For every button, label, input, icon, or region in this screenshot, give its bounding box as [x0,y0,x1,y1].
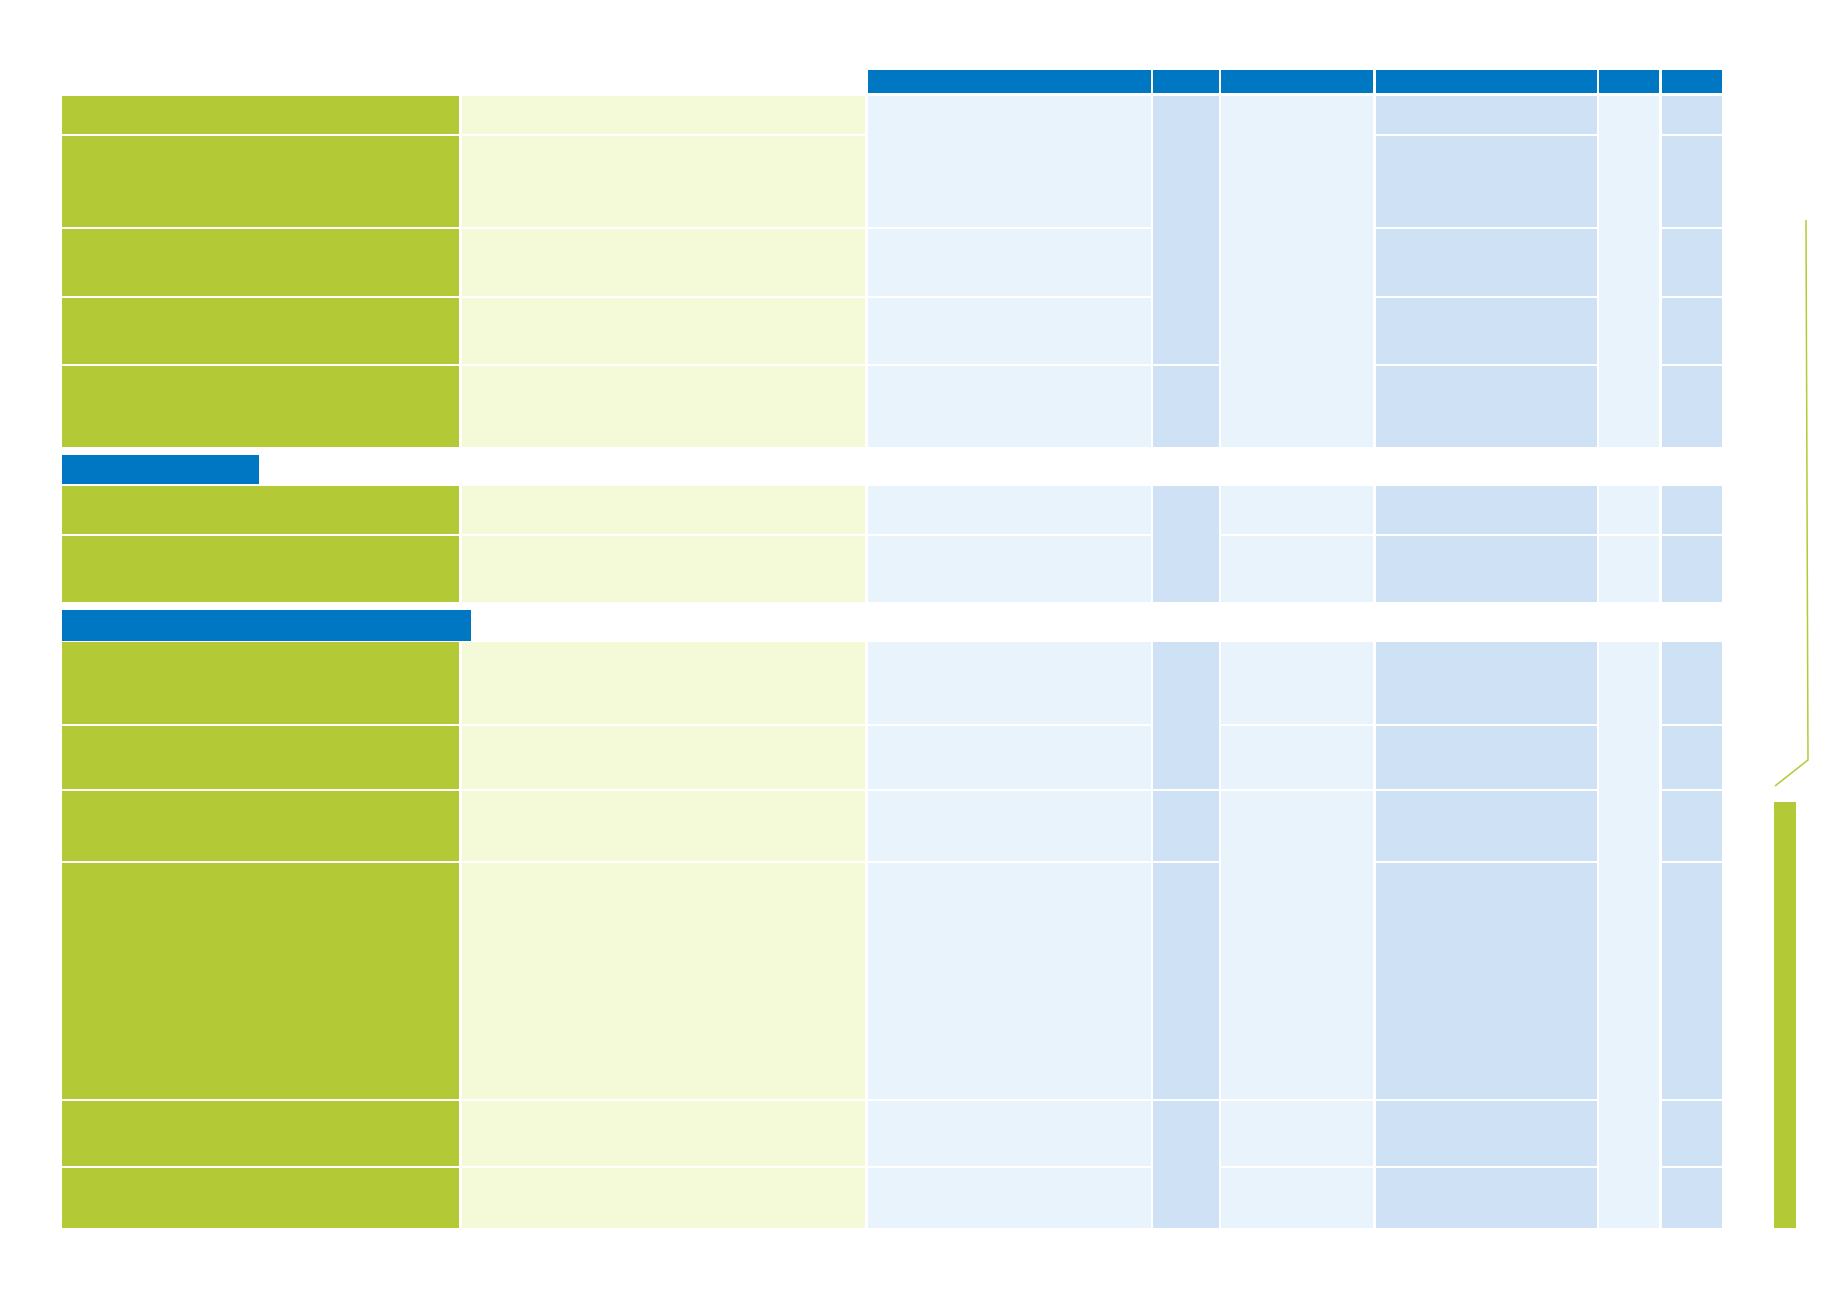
data-cell [1376,366,1597,447]
column-header-5 [1599,70,1659,93]
side-accent-bar [1774,802,1796,1228]
data-cell [1376,726,1597,789]
data-cell [1221,486,1373,534]
description-cell [462,642,865,724]
data-cell [1662,863,1722,1099]
description-cell [462,96,865,134]
description-cell [462,726,865,789]
data-cell [1662,366,1722,447]
data-cell [1153,486,1219,602]
data-cell [1599,642,1659,1228]
description-cell [462,791,865,861]
topic-cell [62,642,459,724]
topic-cell [62,536,459,602]
data-cell [1662,642,1722,724]
data-cell [1662,229,1722,296]
data-cell [868,863,1151,1099]
data-cell [1376,486,1597,534]
data-cell [1376,229,1597,296]
data-cell [868,642,1151,724]
topic-cell [62,1168,459,1228]
topic-cell [62,298,459,364]
description-cell [462,298,865,364]
topic-cell [62,366,459,447]
data-cell [1221,1168,1373,1228]
column-header-6 [1662,70,1722,93]
description-cell [462,486,865,534]
data-cell [868,298,1151,364]
column-header-1 [868,70,1151,93]
data-cell [1153,96,1219,364]
data-cell [1153,1101,1219,1228]
column-header-4 [1376,70,1597,93]
column-header-2 [1153,70,1219,93]
data-cell [1221,791,1373,1099]
topic-cell [62,229,459,296]
data-cell [868,229,1151,296]
data-cell [1599,96,1659,447]
description-cell [462,1101,865,1166]
data-cell [1376,1168,1597,1228]
data-cell [868,96,1151,227]
data-cell [1376,642,1597,724]
data-cell [1662,536,1722,602]
data-cell [868,726,1151,789]
data-cell [1376,863,1597,1099]
data-cell [1662,136,1722,227]
data-cell [868,486,1151,534]
column-header-3 [1221,70,1373,93]
data-cell [1599,486,1659,534]
data-cell [1376,1101,1597,1166]
description-cell [462,536,865,602]
data-cell [1599,536,1659,602]
data-cell [1221,642,1373,724]
data-cell [1153,642,1219,789]
data-cell [868,1168,1151,1228]
data-cell [1376,791,1597,861]
data-cell [1221,726,1373,789]
topic-cell [62,136,459,227]
description-cell [462,863,865,1099]
description-cell [462,229,865,296]
data-cell [1221,536,1373,602]
data-cell [1376,136,1597,227]
data-cell [1376,96,1597,134]
data-cell [868,1101,1151,1166]
data-cell [868,791,1151,861]
section-title-tab [62,610,471,641]
topic-cell [62,96,459,134]
data-cell [1662,726,1722,789]
data-cell [1153,791,1219,861]
description-cell [462,1168,865,1228]
description-cell [462,136,865,227]
data-cell [1662,791,1722,861]
data-cell [1153,863,1219,1099]
topic-cell [62,486,459,534]
data-cell [1221,96,1373,447]
description-cell [462,366,865,447]
topic-cell [62,1101,459,1166]
data-cell [868,366,1151,447]
data-cell [1221,1101,1373,1166]
topic-cell [62,863,459,1099]
data-cell [1662,298,1722,364]
data-cell [868,536,1151,602]
data-cell [1662,1168,1722,1228]
data-cell [1153,366,1219,447]
topic-cell [62,726,459,789]
data-cell [1662,96,1722,134]
data-cell [1376,298,1597,364]
section-title-tab [62,455,259,484]
data-cell [1662,1101,1722,1166]
topic-cell [62,791,459,861]
data-cell [1662,486,1722,534]
data-cell [1376,536,1597,602]
